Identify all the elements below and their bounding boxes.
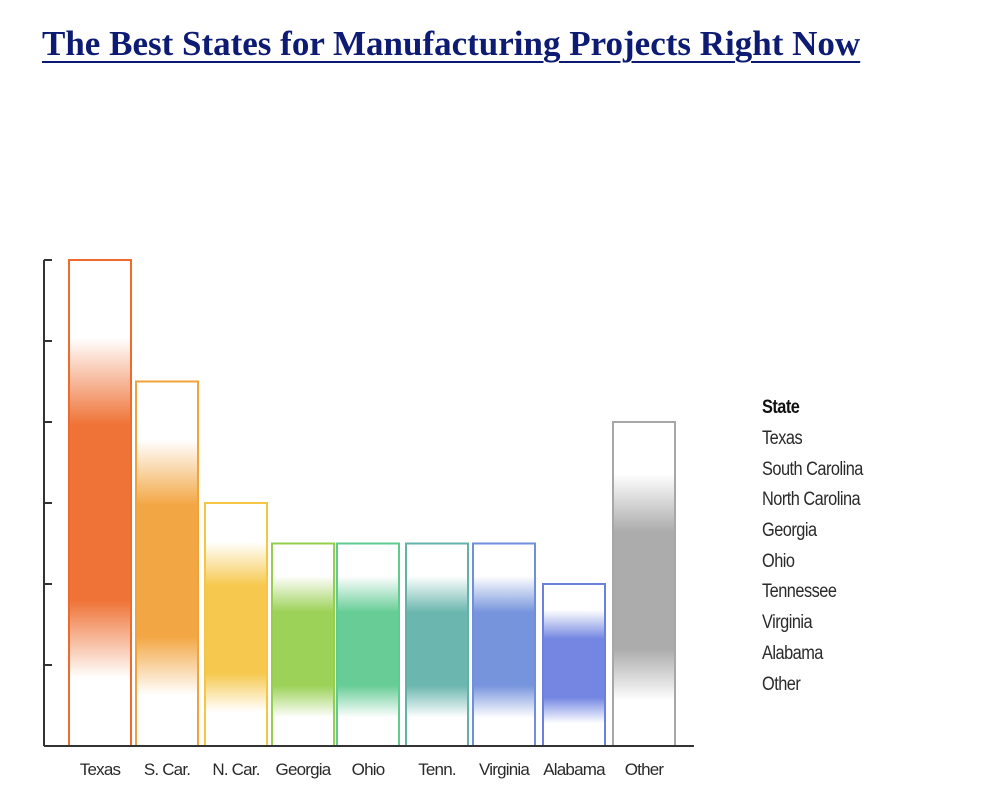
bar-tenn <box>405 542 469 747</box>
legend-title: State <box>762 397 800 418</box>
legend-item: Alabama <box>762 642 823 664</box>
legend-item: Ohio <box>762 550 795 572</box>
x-tick-label: N. Car. <box>212 760 259 779</box>
x-tick-label: Other <box>625 760 665 779</box>
bar-virginia <box>472 542 536 747</box>
legend-item: Virginia <box>762 612 813 634</box>
bar-s-car <box>135 380 199 747</box>
x-tick-label: Texas <box>80 760 121 779</box>
bar-ohio <box>336 542 400 747</box>
bars-layer <box>68 259 676 747</box>
x-tick-label: Tenn. <box>418 760 456 779</box>
bar-alabama <box>542 583 606 747</box>
legend: State Texas South Carolina North Carolin… <box>762 394 863 701</box>
x-tick-label: S. Car. <box>144 760 190 779</box>
legend-item: Tennessee <box>762 581 837 603</box>
bar-georgia <box>271 542 335 747</box>
legend-item: Texas <box>762 428 803 449</box>
axis-layer <box>43 259 694 747</box>
bar-texas <box>68 259 132 747</box>
legend-item: North Carolina <box>762 489 861 511</box>
x-tick-label: Georgia <box>276 760 332 779</box>
legend-item: Other <box>762 673 801 695</box>
page-title: The Best States for Manufacturing Projec… <box>42 24 861 63</box>
x-tick-label: Alabama <box>543 760 606 779</box>
x-tick-label: Ohio <box>352 760 385 779</box>
x-tick-labels: Texas S. Car. N. Car. Georgia Ohio Tenn. Virgi… <box>80 760 665 779</box>
x-tick-label: Virginia <box>479 760 530 779</box>
legend-item: Georgia <box>762 520 817 542</box>
legend-item: South Carolina <box>762 458 863 480</box>
bar-n-car <box>204 502 268 747</box>
bar-other <box>612 421 676 747</box>
